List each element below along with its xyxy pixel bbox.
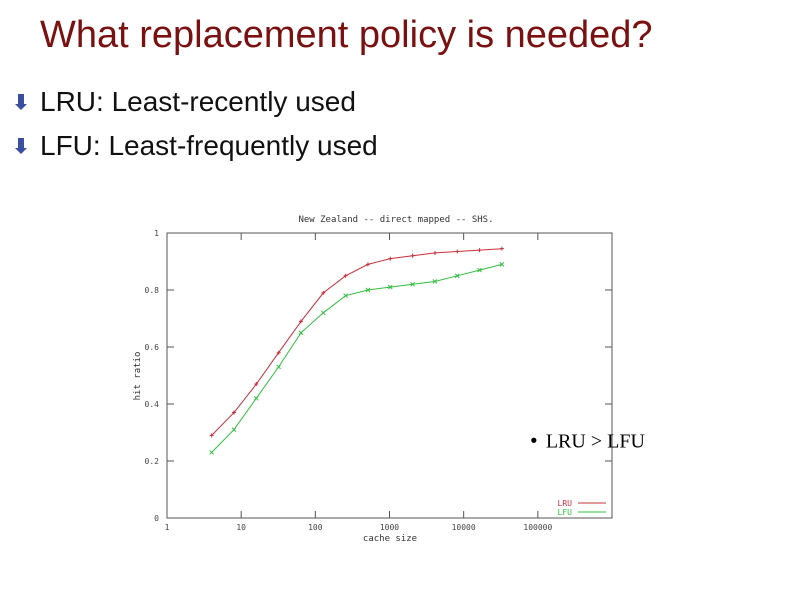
plot-frame: [166, 232, 613, 519]
data-point: [298, 319, 303, 324]
data-point: [343, 293, 348, 299]
y-tick-label: 0.2: [145, 457, 160, 466]
annotation-text: LRU > LFU: [546, 430, 646, 452]
data-point: [499, 246, 504, 251]
data-point: [365, 287, 371, 293]
data-point: [320, 310, 326, 316]
x-tick-label: 10: [236, 523, 246, 532]
data-point: [298, 330, 304, 336]
x-tick-label: 100000: [523, 523, 552, 532]
y-tick-label: 0.4: [145, 400, 160, 409]
data-point: [231, 410, 236, 415]
y-tick-label: 0: [154, 514, 159, 523]
x-tick-label: 1000: [380, 523, 399, 532]
arrow-bullet-icon: [15, 138, 27, 154]
data-point: [343, 273, 348, 278]
x-tick-label: 1: [165, 523, 170, 532]
x-tick-label: 100: [308, 523, 323, 532]
legend-label: LRU: [558, 499, 573, 508]
y-tick-label: 0.6: [145, 343, 160, 352]
chart-title: New Zealand -- direct mapped -- SHS.: [298, 215, 493, 225]
data-point: [209, 433, 214, 438]
y-tick-label: 0.8: [145, 286, 160, 295]
y-tick-label: 1: [154, 229, 159, 238]
slide-title: What replacement policy is needed?: [40, 14, 653, 56]
data-point: [231, 427, 237, 433]
y-axis-label: hit ratio: [133, 352, 143, 401]
series-line-lru: [211, 248, 502, 436]
data-point: [454, 273, 460, 279]
x-tick-label: 10000: [452, 523, 476, 532]
data-point: [410, 253, 415, 258]
data-point: [455, 249, 460, 254]
x-axis-label: cache size: [363, 534, 417, 544]
data-point: [432, 250, 437, 255]
bullet-item-lfu: LFU: Least-frequently used: [14, 124, 378, 168]
data-point: [365, 262, 370, 267]
data-point: [477, 267, 482, 273]
data-point: [477, 248, 482, 253]
data-point: [254, 382, 259, 387]
data-point: [276, 364, 281, 370]
series-line-lfu: [211, 263, 503, 453]
bullet-list: LRU: Least-recently used LFU: Least-freq…: [14, 80, 378, 168]
bullet-text: LRU: Least-recently used: [40, 86, 356, 117]
data-point: [276, 350, 281, 355]
data-point: [388, 256, 393, 261]
annotation-bullet-icon: [531, 437, 537, 443]
legend-label: LFU: [558, 508, 573, 517]
data-point: [387, 284, 393, 290]
bullet-text: LFU: Least-frequently used: [40, 130, 378, 161]
data-point: [499, 261, 505, 267]
data-point: [432, 279, 438, 284]
data-point: [209, 450, 215, 455]
data-point: [410, 281, 415, 287]
bullet-item-lru: LRU: Least-recently used: [14, 80, 378, 124]
data-point: [321, 290, 326, 295]
arrow-bullet-icon: [15, 94, 27, 110]
data-point: [253, 395, 259, 401]
